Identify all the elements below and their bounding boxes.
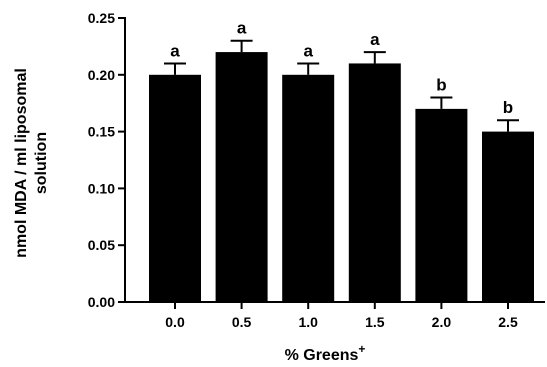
bar [415, 108, 468, 302]
bar [282, 74, 335, 302]
significance-label: b [503, 98, 513, 117]
x-axis: 0.0 0.5 1.0 1.5 2.0 2.5 [124, 301, 545, 330]
y-tick-label: 0.20 [88, 67, 115, 83]
x-tick-label: 2.0 [432, 314, 452, 330]
significance-labels: a a a a b b [170, 19, 513, 118]
significance-label: b [436, 76, 446, 95]
x-tick-label: 2.5 [498, 314, 518, 330]
y-axis: 0.00 0.05 0.10 0.15 0.20 0.25 [88, 10, 126, 310]
bar [215, 52, 268, 302]
significance-label: a [370, 30, 380, 49]
bars [149, 52, 534, 302]
x-tick-label: 0.5 [232, 314, 252, 330]
y-axis-title-line2: solution [33, 132, 50, 194]
y-tick-label: 0.05 [88, 237, 115, 253]
error-bars [164, 39, 519, 132]
y-tick-label: 0.15 [88, 124, 115, 140]
x-tick-label: 1.5 [365, 314, 385, 330]
x-axis-title-text: % Greens [285, 347, 359, 364]
y-tick-label: 0.10 [88, 180, 115, 196]
bar [348, 63, 401, 302]
x-tick-label: 1.0 [298, 314, 318, 330]
significance-label: a [237, 19, 247, 38]
x-axis-title-superscript: + [358, 342, 365, 356]
y-tick-label: 0.25 [88, 10, 115, 26]
x-tick-label: 0.0 [165, 314, 185, 330]
bar [482, 131, 534, 302]
y-axis-title-line1: nmol MDA / ml liposomal [13, 68, 30, 258]
significance-label: a [170, 41, 180, 60]
significance-label: a [303, 41, 313, 60]
bar [149, 74, 201, 302]
x-axis-title: % Greens+ [285, 342, 366, 364]
y-tick-label: 0.00 [88, 294, 115, 310]
